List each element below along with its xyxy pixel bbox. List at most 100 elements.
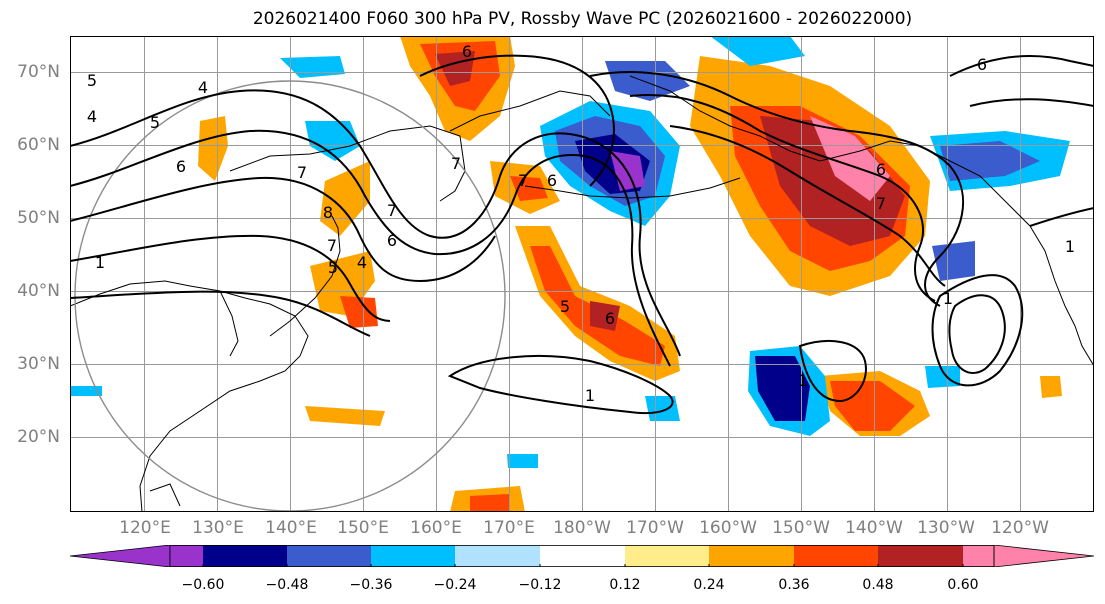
anomaly-region [810, 116, 890, 201]
pv-contours [70, 54, 1094, 414]
contour-label: 6 [605, 309, 615, 328]
pv-contour [669, 125, 946, 287]
coastline-siberia [449, 90, 611, 132]
lon-label-130w: 130°W [917, 518, 975, 538]
lon-label-170e: 170°E [483, 518, 535, 538]
pv-contour [948, 294, 1006, 374]
colorbar-tick-label: −0.48 [265, 577, 309, 593]
pv-contour [70, 176, 496, 283]
colorbar-ticks [202, 564, 964, 567]
anomaly-region [755, 356, 810, 421]
coastline-north-america [1029, 225, 1094, 367]
colorbar-tick-label: 0.24 [693, 577, 725, 593]
lon-label-130e: 130°E [192, 518, 244, 538]
lon-label-160w: 160°W [699, 518, 757, 538]
colorbar-bin [625, 545, 709, 567]
pv-contour [589, 71, 965, 307]
colorbar-bin [203, 545, 287, 567]
pv-contour [629, 94, 936, 302]
pv-contour [419, 54, 615, 187]
colorbar-tick-label: 0.60 [947, 577, 979, 593]
colorbar-frame [169, 545, 995, 567]
coastline-alaska [629, 75, 1031, 227]
lat-label-20n: 20°N [17, 427, 60, 447]
pv-contour [931, 274, 1024, 387]
colorbar-tick-label: −0.36 [349, 577, 393, 593]
contour-label: 7 [297, 163, 307, 182]
contour-label: 1 [1065, 237, 1075, 256]
contour-label: 7 [327, 236, 337, 255]
anomaly-region [1040, 376, 1062, 398]
contour-label: 1 [798, 371, 808, 390]
colorbar-bin [540, 545, 625, 567]
coastlines [70, 75, 1094, 512]
anomaly-region [340, 296, 378, 328]
anomaly-region [925, 366, 960, 388]
lon-label-140w: 140°W [845, 518, 903, 538]
contour-label: 5 [150, 113, 160, 132]
pv-contour [949, 55, 1094, 77]
anomaly-region [70, 386, 102, 396]
pv-contour [969, 98, 1094, 107]
anomaly-region [932, 241, 975, 281]
colorbar-tick-label: 0.48 [862, 577, 894, 593]
colorbar-bin [287, 545, 371, 567]
pv-contour [70, 290, 371, 337]
lat-label-60n: 60°N [17, 135, 60, 155]
contour-label: 8 [323, 203, 333, 222]
anomaly-region [470, 494, 510, 512]
coastline-korea [219, 290, 239, 357]
contour-label: 7 [451, 154, 461, 173]
contour-label: 6 [547, 171, 557, 190]
map-title: 2026021400 F060 300 hPa PV, Rossby Wave … [252, 9, 913, 29]
contour-label: 1 [95, 253, 105, 272]
contour-label: 1 [943, 289, 953, 308]
anomaly-region [305, 406, 385, 426]
map-frame [70, 36, 1094, 512]
pv-contour [798, 340, 867, 403]
contour-labels: 6 4 5 4 5 6 7 1 7 8 7 7 6 7 6 1 5 4 5 6 … [87, 42, 1075, 405]
pv-contour [70, 234, 391, 322]
anomaly-region [645, 396, 680, 421]
contour-label: 7 [518, 171, 528, 190]
lon-label-170w: 170°W [626, 518, 684, 538]
lat-label-50n: 50°N [17, 208, 60, 228]
pv-contour [70, 129, 671, 367]
anomaly-region [940, 141, 1040, 181]
contour-label: 6 [462, 42, 472, 61]
colorbar-over-arrow [993, 545, 1094, 567]
pv-contour [70, 89, 681, 357]
lon-label-160e: 160°E [410, 518, 462, 538]
contour-label: 4 [87, 107, 97, 126]
lon-label-120e: 120°E [119, 518, 171, 538]
colorbar [70, 545, 1094, 567]
pv-contour [1029, 207, 1094, 227]
anomaly-region [760, 116, 905, 246]
contour-label: 6 [876, 160, 886, 179]
pv-contour [447, 355, 674, 414]
colorbar-bin [170, 545, 203, 567]
contour-label: 4 [357, 253, 367, 272]
coastline-asia [70, 280, 309, 512]
anomaly-region [530, 246, 665, 366]
contour-label: 5 [87, 71, 97, 90]
colorbar-bin [709, 545, 794, 567]
colorbar-tick-label: −0.12 [518, 577, 562, 593]
anomaly-region [198, 116, 228, 181]
colorbar-bin [371, 545, 455, 567]
lon-label-150e: 150°E [337, 518, 389, 538]
anomaly-region [507, 454, 538, 468]
lat-label-40n: 40°N [17, 281, 60, 301]
contour-label: 6 [977, 55, 987, 74]
coastline-japan [269, 215, 341, 337]
colorbar-tick-label: −0.24 [433, 577, 477, 593]
anomaly-region [710, 36, 805, 66]
anomaly-region [830, 381, 915, 431]
contour-label: 7 [876, 194, 886, 213]
colorbar-bin [794, 545, 878, 567]
lat-label-70n: 70°N [17, 62, 60, 82]
colorbar-tick-label: −0.60 [181, 577, 225, 593]
colorbar-under-arrow [70, 545, 171, 567]
contour-label: 7 [387, 201, 397, 220]
anomaly-region [590, 301, 620, 331]
